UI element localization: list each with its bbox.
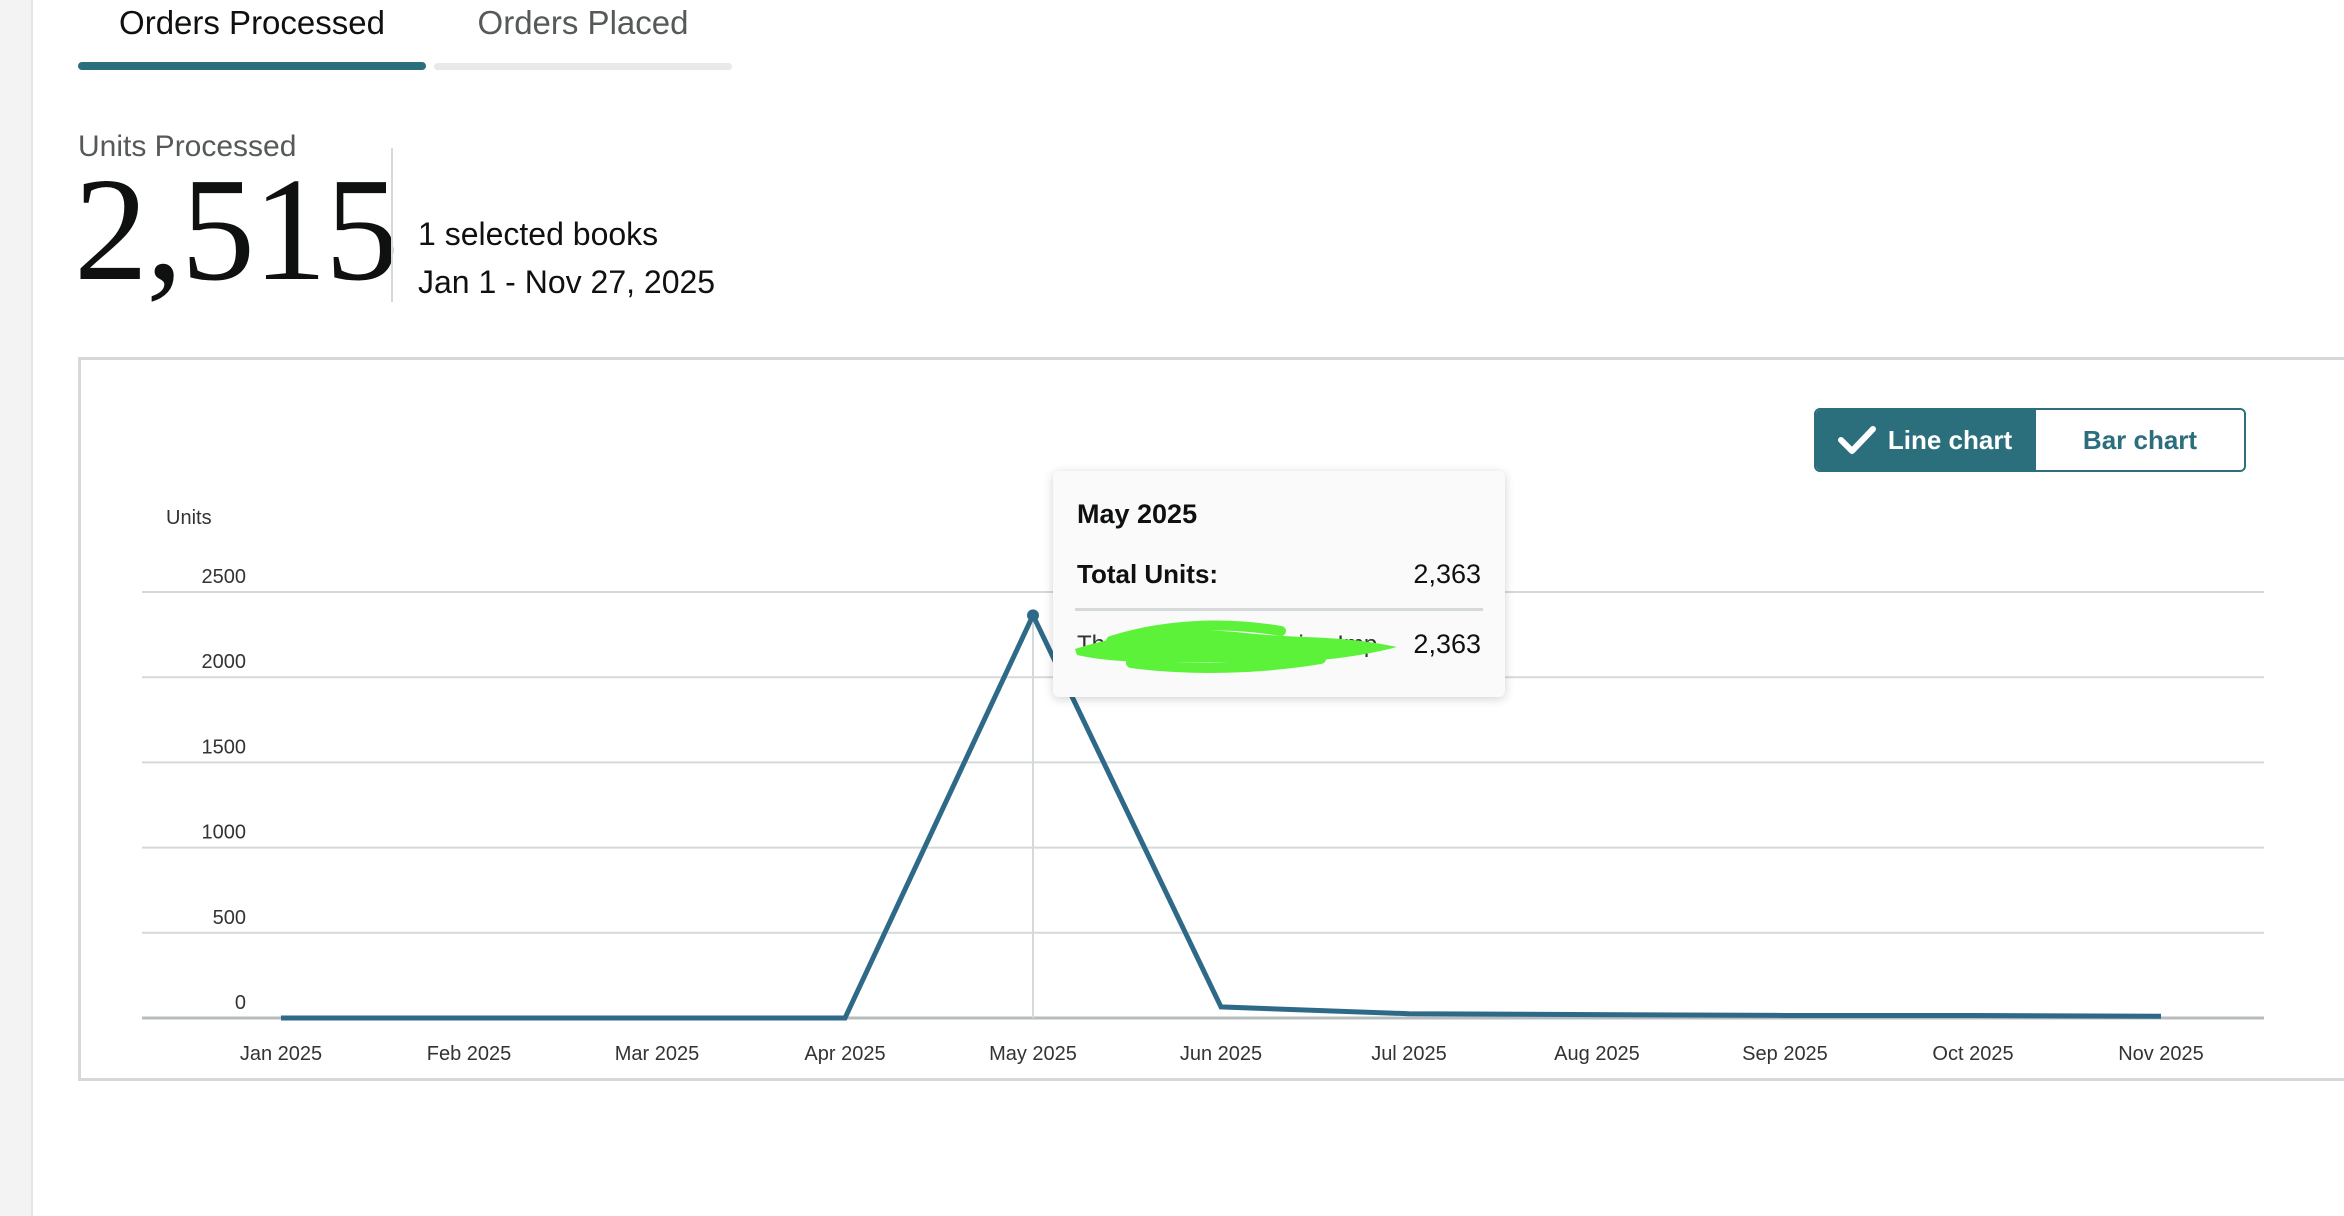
date-range: Jan 1 - Nov 27, 2025 xyxy=(418,264,716,300)
highlighted-data-point[interactable] xyxy=(1027,609,1039,622)
y-tick-label: 2000 xyxy=(202,651,247,673)
bar-chart-button[interactable]: Bar chart xyxy=(2034,410,2244,470)
y-tick-label: 1000 xyxy=(202,822,247,844)
summary-divider xyxy=(391,148,393,302)
tab-inactive-indicator xyxy=(434,63,732,70)
x-tick-label: Jan 2025 xyxy=(240,1043,322,1065)
x-tick-label: Feb 2025 xyxy=(427,1043,512,1065)
y-tick-label: 500 xyxy=(213,907,246,929)
y-tick-label: 1500 xyxy=(202,736,247,758)
tooltip-book-value: 2,363 xyxy=(1413,629,1481,659)
tab-orders-processed[interactable]: Orders Processed xyxy=(119,4,385,41)
units-processed-label: Units Processed xyxy=(78,130,297,163)
y-tick-label: 2500 xyxy=(202,566,247,588)
tab-active-indicator xyxy=(78,62,426,70)
redaction-scribble xyxy=(1075,620,1397,673)
x-tick-label: Apr 2025 xyxy=(804,1043,885,1065)
tooltip-total-label: Total Units: xyxy=(1077,559,1219,589)
tooltip-total-value: 2,363 xyxy=(1413,559,1481,589)
y-axis-label: Units xyxy=(166,507,212,529)
chart-type-toggle: Line chart Bar chart xyxy=(1814,408,2246,472)
x-tick-label: Mar 2025 xyxy=(615,1043,700,1065)
y-tick-label: 0 xyxy=(235,992,246,1014)
left-rail xyxy=(0,0,33,1216)
tab-orders-placed[interactable]: Orders Placed xyxy=(477,4,689,41)
chart-tooltip: May 2025 Total Units: 2,363 The World's … xyxy=(1053,471,1505,697)
x-tick-label: Aug 2025 xyxy=(1554,1043,1640,1065)
x-tick-label: Jul 2025 xyxy=(1371,1043,1447,1065)
x-tick-label: Sep 2025 xyxy=(1742,1043,1828,1065)
x-tick-label: Jun 2025 xyxy=(1180,1043,1262,1065)
checkmark-icon xyxy=(1837,425,1876,455)
selected-books-count: 1 selected books xyxy=(418,216,659,252)
x-tick-label: Nov 2025 xyxy=(2118,1043,2204,1065)
x-tick-label: Oct 2025 xyxy=(1932,1043,2013,1065)
series-line xyxy=(281,609,2162,1021)
tooltip-month: May 2025 xyxy=(1077,499,1198,529)
units-processed-value: 2,515 xyxy=(74,148,399,312)
bar-chart-label: Bar chart xyxy=(2082,424,2198,455)
tooltip-divider xyxy=(1075,608,1483,611)
x-tick-label: May 2025 xyxy=(989,1043,1077,1065)
line-chart-button[interactable]: Line chart xyxy=(1816,410,2034,470)
line-chart-label: Line chart xyxy=(1887,424,2013,455)
